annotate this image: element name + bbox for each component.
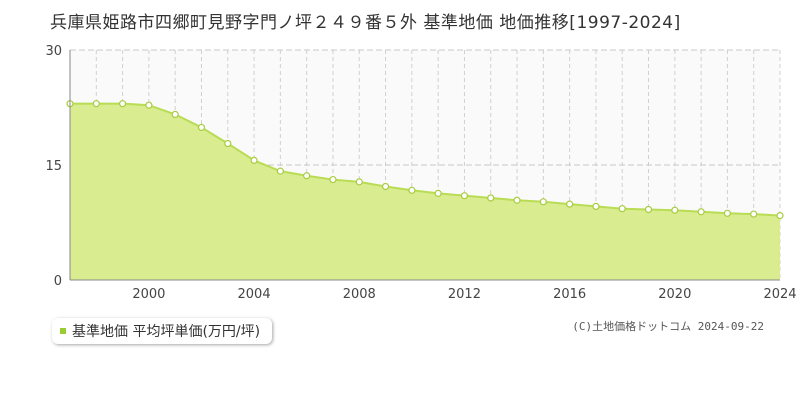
- data-point: [566, 200, 574, 208]
- data-point: [355, 178, 363, 186]
- y-tick-label: 0: [54, 274, 62, 289]
- legend: 基準地価 平均坪単価(万円/坪): [52, 318, 273, 344]
- data-point: [381, 182, 390, 191]
- data-point: [644, 205, 653, 214]
- x-tick-label: 2008: [343, 287, 376, 302]
- data-point: [329, 175, 337, 184]
- data-point: [671, 206, 679, 214]
- x-tick-label: 2024: [763, 287, 796, 302]
- x-tick-label: 2000: [132, 287, 165, 302]
- x-tick-label: 2020: [658, 287, 691, 302]
- y-tick-label: 30: [45, 44, 62, 59]
- data-point: [592, 202, 600, 210]
- data-point: [513, 196, 521, 204]
- data-point: [276, 167, 284, 175]
- series-line: [70, 102, 781, 217]
- legend-marker: [60, 328, 66, 334]
- chart-title: 兵庫県姫路市四郷町見野字門ノ坪２４９番５外 基準地価 地価推移[1997-202…: [50, 13, 681, 33]
- data-point: [171, 110, 179, 119]
- x-tick-label: 2016: [553, 287, 586, 302]
- data-point: [145, 101, 153, 109]
- data-point: [750, 210, 758, 218]
- copyright-text: (C)土地価格ドットコム 2024-09-22: [572, 320, 764, 333]
- x-tick-label: 2004: [238, 287, 271, 302]
- data-point: [697, 208, 705, 216]
- data-point: [224, 139, 232, 148]
- data-point: [539, 198, 547, 206]
- data-point: [408, 186, 416, 194]
- legend-label: 基準地価 平均坪単価(万円/坪): [72, 324, 261, 340]
- data-point: [434, 189, 442, 197]
- data-point: [250, 156, 258, 164]
- data-point: [197, 123, 206, 132]
- data-point: [303, 172, 311, 180]
- data-point: [723, 209, 732, 217]
- x-tick-label: 2012: [448, 287, 481, 302]
- data-point: [487, 194, 495, 202]
- y-tick-label: 15: [45, 159, 62, 174]
- data-point: [118, 100, 127, 108]
- data-point: [92, 100, 100, 108]
- data-point: [776, 212, 784, 220]
- data-point: [618, 205, 626, 213]
- data-point: [460, 192, 469, 200]
